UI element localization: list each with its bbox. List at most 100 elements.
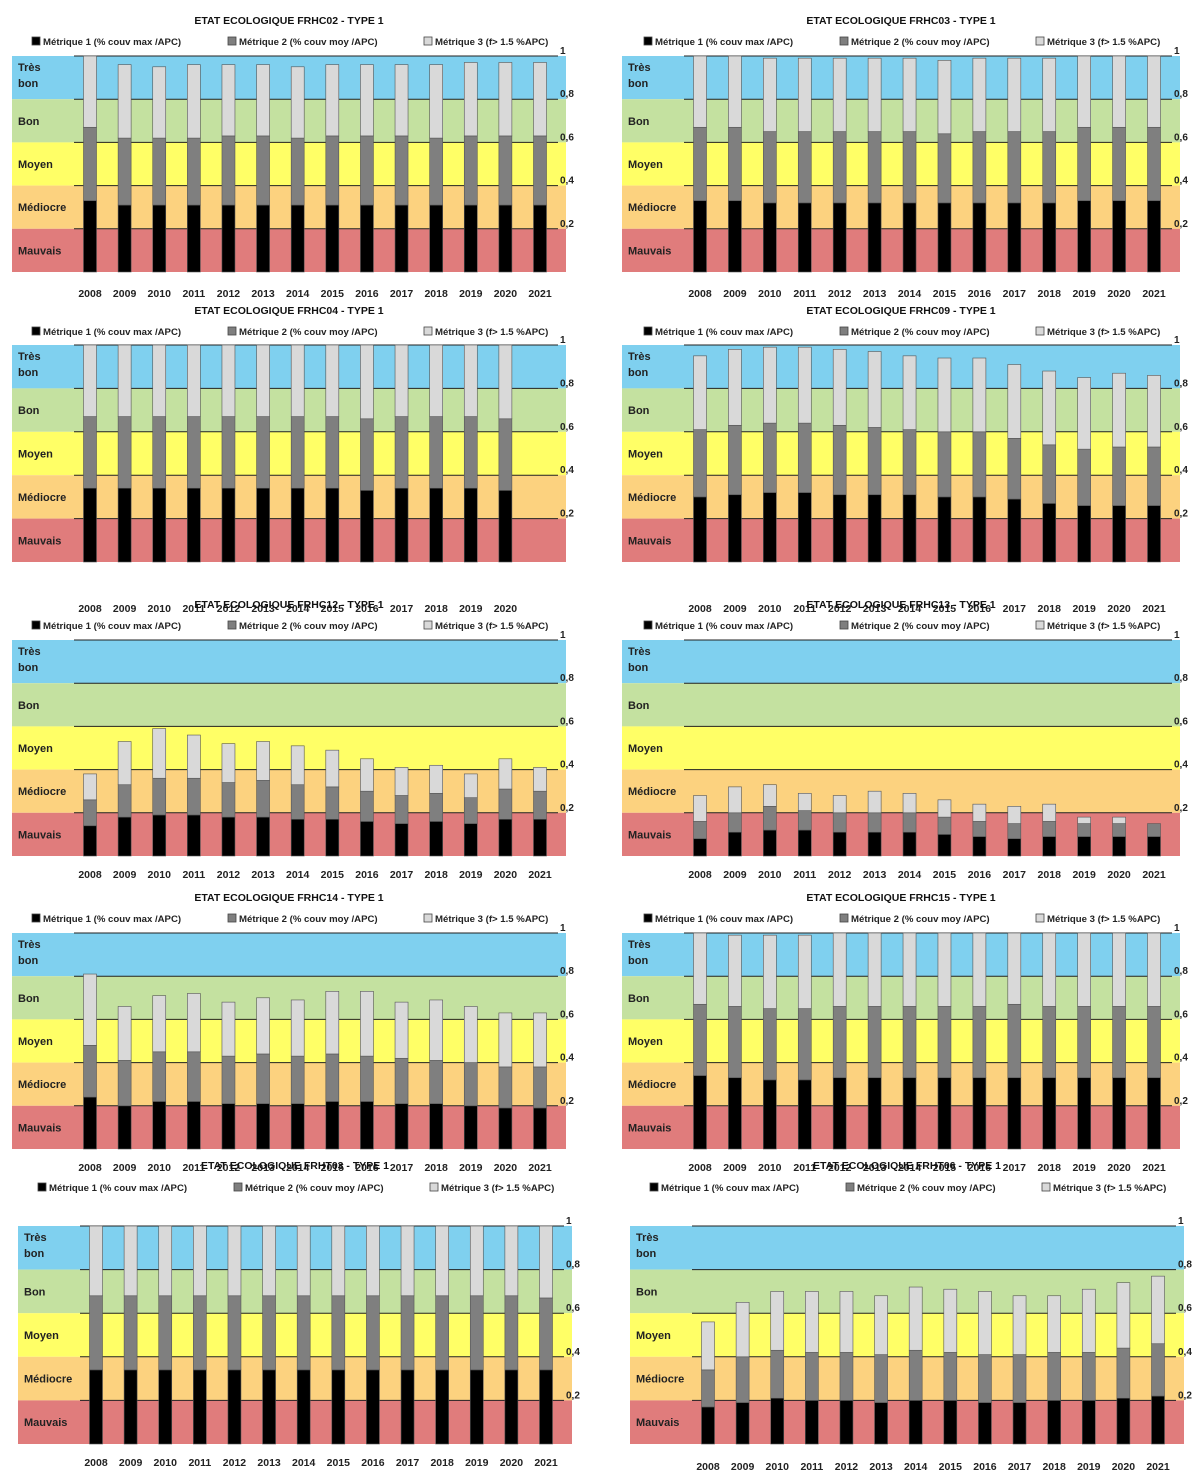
bar-segment-1 bbox=[805, 1400, 819, 1445]
bar-segment-1 bbox=[1147, 505, 1161, 563]
bar-segment-3 bbox=[498, 1012, 513, 1068]
x-tick-label: 2009 bbox=[731, 1461, 755, 1470]
bar-segment-1 bbox=[728, 1077, 742, 1150]
bar-segment-2 bbox=[1147, 823, 1161, 837]
bar-segment-1 bbox=[693, 496, 707, 563]
bar-segment-2 bbox=[187, 777, 201, 816]
bar-segment-2 bbox=[83, 1045, 97, 1098]
bar-segment-1 bbox=[1042, 1077, 1057, 1150]
x-tick-label: 2014 bbox=[898, 1162, 922, 1174]
bar-segment-1 bbox=[1147, 200, 1161, 273]
band-label: bon bbox=[628, 662, 648, 674]
x-tick-label: 2008 bbox=[78, 603, 102, 615]
legend-label-2: Métrique 2 (% couv moy /APC) bbox=[851, 37, 990, 48]
legend-swatch-3 bbox=[1041, 1182, 1051, 1192]
bar-segment-2 bbox=[832, 1006, 847, 1079]
band-label: Bon bbox=[628, 993, 650, 1005]
bar-segment-3 bbox=[693, 355, 707, 430]
x-tick-label: 2016 bbox=[355, 603, 379, 615]
bar-segment-1 bbox=[943, 1400, 958, 1445]
chart-4: ETAT ECOLOGIQUE FRHC12 - TYPE 1 Métrique … bbox=[12, 599, 574, 881]
bar-segment-2 bbox=[256, 780, 270, 818]
bar-segment-1 bbox=[978, 1402, 992, 1445]
x-tick-label: 2017 bbox=[1003, 288, 1027, 300]
x-tick-label: 2018 bbox=[1038, 288, 1062, 300]
bar-segment-1 bbox=[693, 1075, 707, 1150]
band-label: Mauvais bbox=[18, 535, 61, 547]
bar-segment-2 bbox=[1077, 126, 1091, 202]
bar-segment-3 bbox=[937, 60, 952, 135]
legend-swatch-1 bbox=[643, 620, 653, 630]
bar-segment-2 bbox=[937, 816, 952, 835]
bar-segment-1 bbox=[360, 1101, 374, 1150]
chart-title: ETAT ECOLOGIQUE FRHC04 - TYPE 1 bbox=[194, 305, 383, 317]
bar-segment-1 bbox=[972, 1077, 987, 1150]
bar-segment-2 bbox=[187, 137, 201, 206]
bar-segment-2 bbox=[290, 784, 305, 820]
y-tick-label: 0,8 bbox=[560, 378, 574, 389]
x-tick-label: 2015 bbox=[321, 603, 345, 615]
bar-segment-1 bbox=[701, 1406, 715, 1445]
bar-segment-3 bbox=[325, 344, 340, 417]
bar-segment-2 bbox=[360, 418, 374, 491]
bar-segment-3 bbox=[1147, 375, 1161, 448]
bar-segment-3 bbox=[972, 932, 987, 1007]
bar-segment-3 bbox=[728, 349, 742, 426]
bar-segment-3 bbox=[83, 973, 97, 1046]
legend-swatch-2 bbox=[233, 1182, 243, 1192]
bar-segment-3 bbox=[117, 1006, 132, 1061]
band-label: Bon bbox=[628, 116, 650, 128]
x-tick-label: 2020 bbox=[494, 288, 518, 300]
bar-segment-1 bbox=[325, 204, 340, 273]
bar-segment-2 bbox=[1112, 126, 1126, 202]
band-label: Mauvais bbox=[24, 1417, 67, 1429]
bar-segment-3 bbox=[1012, 1295, 1027, 1355]
x-tick-label: 2010 bbox=[758, 288, 782, 300]
x-tick-label: 2014 bbox=[898, 603, 922, 615]
y-tick-label: 0,6 bbox=[560, 1009, 574, 1020]
chart-8: ETAT ECOLOGIQUE FRHT03 - TYPE 1 Métrique … bbox=[18, 1160, 580, 1469]
legend-label-3: Métrique 3 (f> 1.5 %APC) bbox=[1047, 327, 1160, 338]
bar-segment-2 bbox=[360, 135, 374, 206]
chart-legend: Métrique 1 (% couv max /APC) Métrique 2 (… bbox=[643, 326, 1160, 338]
bar-segment-2 bbox=[117, 784, 132, 818]
bar-segment-3 bbox=[117, 741, 132, 786]
bar-segment-1 bbox=[123, 1369, 138, 1445]
bar-segment-3 bbox=[937, 799, 952, 818]
bar-segment-2 bbox=[463, 797, 478, 824]
bar-segment-3 bbox=[902, 932, 917, 1007]
y-tick-label: 0,8 bbox=[1174, 673, 1188, 684]
bar-segment-2 bbox=[1151, 1343, 1165, 1397]
chart-legend: Métrique 1 (% couv max /APC) Métrique 2 (… bbox=[31, 620, 548, 632]
x-tick-label: 2016 bbox=[355, 869, 379, 881]
y-tick-label: 0,4 bbox=[1174, 760, 1188, 771]
x-tick-label: 2012 bbox=[828, 288, 852, 300]
chart-0: ETAT ECOLOGIQUE FRHC02 - TYPE 1 Métrique … bbox=[12, 15, 574, 300]
bar-segment-3 bbox=[797, 934, 812, 1009]
chart-6: ETAT ECOLOGIQUE FRHC14 - TYPE 1 Métrique … bbox=[12, 892, 574, 1174]
chart-legend: Métrique 1 (% couv max /APC) Métrique 2 (… bbox=[643, 913, 1160, 925]
bar-segment-2 bbox=[533, 1066, 547, 1109]
bar-segment-3 bbox=[797, 793, 812, 811]
band-label: Mauvais bbox=[628, 829, 671, 841]
bar-segment-2 bbox=[1147, 1006, 1161, 1079]
bar-segment-2 bbox=[394, 416, 409, 489]
bar-segment-1 bbox=[429, 1103, 443, 1150]
bar-segment-2 bbox=[902, 1006, 917, 1079]
band-label: Très bbox=[18, 62, 41, 74]
x-tick-label: 2014 bbox=[286, 288, 310, 300]
y-tick-label: 1 bbox=[560, 923, 566, 934]
x-tick-label: 2012 bbox=[223, 1457, 247, 1469]
x-tick-label: 2015 bbox=[933, 288, 957, 300]
bar-segment-2 bbox=[797, 1008, 812, 1081]
x-tick-label: 2013 bbox=[863, 1162, 887, 1174]
y-tick-label: 0,2 bbox=[1174, 1096, 1188, 1107]
bar-segment-2 bbox=[360, 790, 374, 822]
x-tick-label: 2017 bbox=[390, 869, 414, 881]
bar-segment-2 bbox=[1147, 126, 1161, 202]
band-label: Médiocre bbox=[628, 786, 676, 798]
bar-segment-1 bbox=[770, 1397, 785, 1445]
bar-segment-3 bbox=[943, 1288, 958, 1353]
bar-segment-1 bbox=[394, 823, 409, 857]
x-tick-label: 2015 bbox=[327, 1457, 351, 1469]
